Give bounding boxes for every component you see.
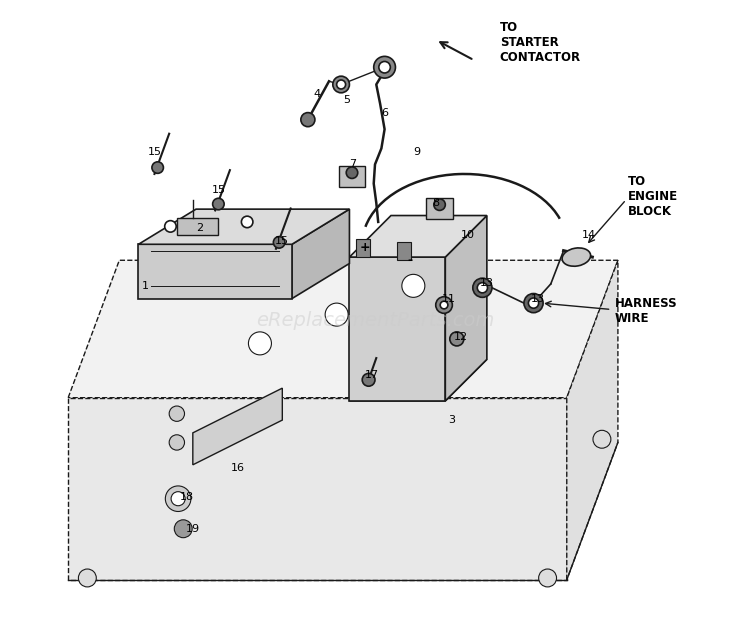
Text: 16: 16 (230, 463, 244, 473)
Bar (356, 239, 370, 257)
Circle shape (165, 486, 191, 512)
Text: 3: 3 (448, 415, 455, 425)
Text: TO
STARTER
CONTACTOR: TO STARTER CONTACTOR (500, 21, 580, 64)
Circle shape (374, 56, 395, 78)
Polygon shape (139, 209, 350, 245)
Circle shape (301, 112, 315, 126)
Polygon shape (193, 388, 282, 465)
Bar (338, 166, 365, 187)
Text: 14: 14 (582, 230, 596, 239)
Text: 9: 9 (413, 146, 420, 157)
Polygon shape (68, 260, 618, 397)
Circle shape (524, 293, 543, 313)
Circle shape (273, 237, 285, 248)
Polygon shape (567, 260, 618, 580)
Text: 11: 11 (442, 293, 455, 304)
Circle shape (450, 332, 464, 346)
Circle shape (171, 492, 185, 506)
Circle shape (326, 303, 348, 326)
Ellipse shape (562, 248, 590, 266)
Text: 2: 2 (196, 223, 202, 233)
Text: 12: 12 (454, 332, 468, 342)
Polygon shape (139, 245, 292, 299)
Polygon shape (350, 216, 487, 257)
Circle shape (436, 297, 452, 313)
Text: 8: 8 (432, 198, 439, 208)
Bar (398, 243, 412, 260)
Text: 18: 18 (179, 492, 194, 502)
Text: 6: 6 (381, 108, 388, 118)
Circle shape (379, 62, 390, 73)
Text: 19: 19 (186, 524, 200, 534)
Circle shape (242, 216, 253, 228)
Circle shape (165, 221, 176, 232)
Circle shape (433, 199, 445, 211)
Circle shape (152, 162, 164, 173)
Polygon shape (350, 360, 487, 401)
Text: 5: 5 (343, 96, 350, 105)
Circle shape (402, 274, 424, 297)
Circle shape (472, 278, 492, 297)
Circle shape (477, 282, 488, 293)
Bar (426, 198, 453, 219)
Circle shape (346, 167, 358, 178)
Circle shape (333, 76, 350, 93)
Text: HARNESS
WIRE: HARNESS WIRE (615, 297, 677, 325)
Text: 13: 13 (480, 277, 494, 288)
Text: 15: 15 (148, 146, 161, 157)
Circle shape (174, 520, 192, 538)
Circle shape (593, 430, 610, 448)
Text: 4: 4 (314, 89, 321, 99)
Text: eReplacementParts.com: eReplacementParts.com (256, 311, 494, 331)
Circle shape (79, 569, 96, 587)
Polygon shape (446, 216, 487, 401)
Text: 15: 15 (275, 236, 290, 246)
Text: -: - (407, 254, 413, 267)
Text: 1: 1 (142, 281, 148, 291)
Circle shape (248, 332, 272, 355)
Circle shape (213, 198, 224, 210)
Circle shape (170, 406, 184, 421)
Text: TO
ENGINE
BLOCK: TO ENGINE BLOCK (628, 175, 677, 218)
Circle shape (362, 374, 375, 386)
Text: +: + (360, 241, 370, 254)
Polygon shape (350, 257, 445, 401)
Circle shape (440, 301, 448, 309)
Circle shape (529, 298, 538, 308)
Circle shape (170, 435, 184, 450)
Text: 13: 13 (531, 293, 545, 304)
Text: 10: 10 (460, 230, 475, 239)
Circle shape (337, 80, 346, 89)
Polygon shape (68, 397, 567, 580)
Bar (177, 218, 218, 235)
Polygon shape (292, 209, 350, 299)
Text: 17: 17 (364, 370, 379, 380)
Text: 15: 15 (211, 185, 226, 195)
Circle shape (538, 569, 556, 587)
Text: 7: 7 (349, 159, 356, 169)
